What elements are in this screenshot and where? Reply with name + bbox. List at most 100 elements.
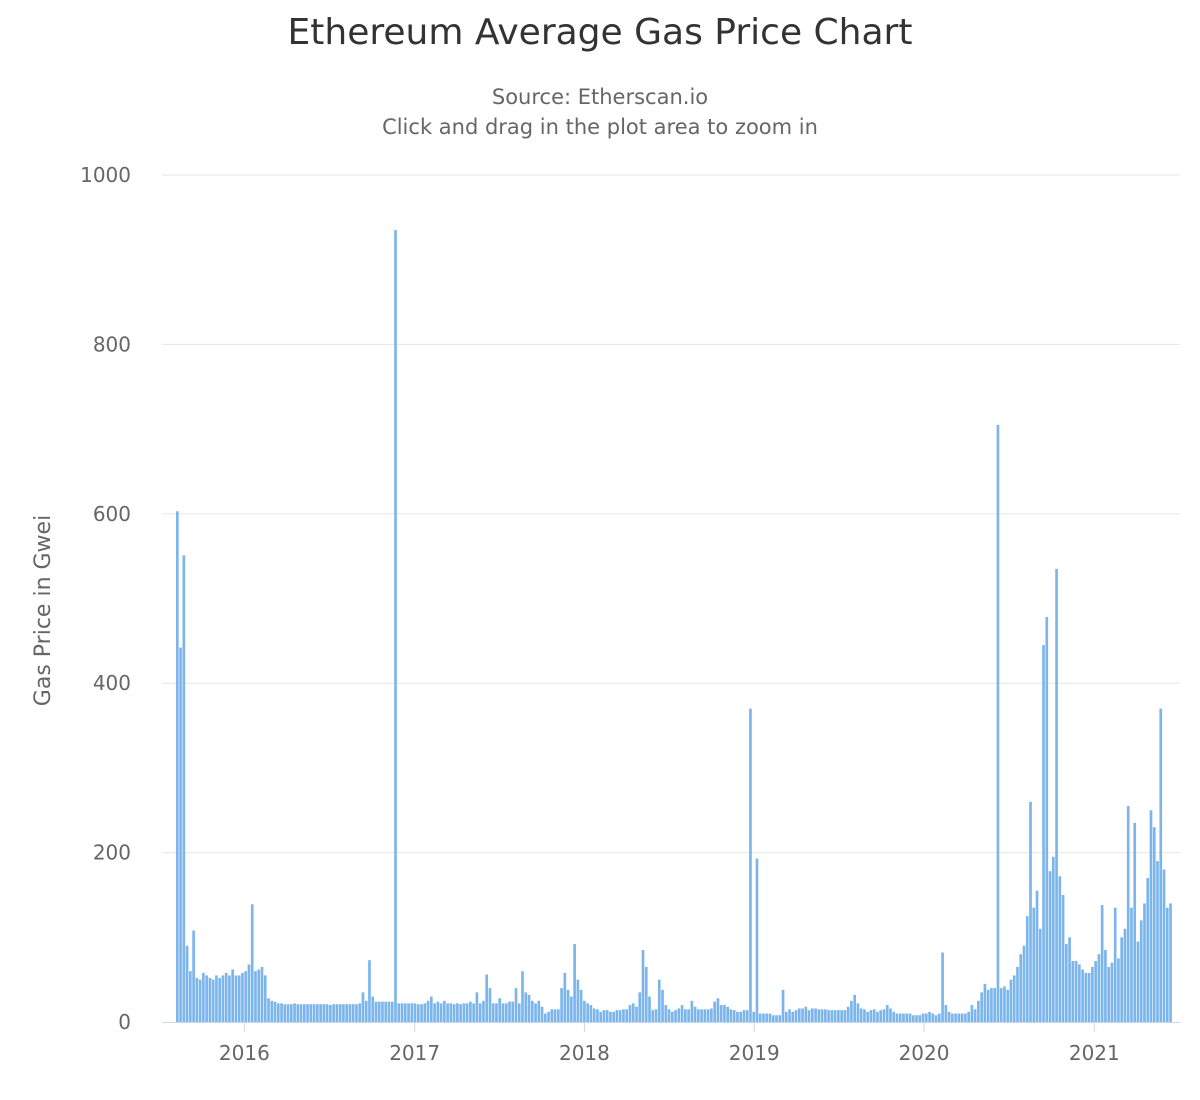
bar[interactable] (244, 971, 248, 1022)
bar[interactable] (898, 1013, 902, 1022)
bar[interactable] (651, 1010, 655, 1022)
bar[interactable] (631, 1003, 635, 1022)
bar[interactable] (211, 979, 215, 1022)
bar[interactable] (807, 1010, 811, 1022)
bar[interactable] (804, 1006, 808, 1022)
bar[interactable] (1120, 937, 1124, 1022)
bar[interactable] (934, 1015, 938, 1022)
bar[interactable] (723, 1005, 726, 1022)
bar[interactable] (325, 1004, 329, 1022)
bar[interactable] (654, 1009, 658, 1022)
bar[interactable] (257, 969, 261, 1022)
bar[interactable] (622, 1009, 625, 1022)
bar[interactable] (719, 1005, 723, 1022)
bar[interactable] (765, 1013, 769, 1022)
bar[interactable] (185, 945, 189, 1022)
bar[interactable] (791, 1011, 795, 1022)
bar[interactable] (309, 1004, 313, 1022)
bar[interactable] (267, 998, 270, 1022)
bar[interactable] (221, 975, 225, 1022)
bar[interactable] (1038, 928, 1042, 1022)
bar[interactable] (1003, 986, 1006, 1022)
bar[interactable] (697, 1009, 700, 1022)
bar[interactable] (1051, 856, 1055, 1022)
bar[interactable] (801, 1008, 804, 1022)
bar[interactable] (784, 1011, 788, 1022)
bar[interactable] (514, 988, 518, 1022)
bar[interactable] (316, 1004, 319, 1022)
bar[interactable] (485, 974, 489, 1022)
bar[interactable] (811, 1008, 814, 1022)
bar[interactable] (400, 1003, 404, 1022)
bar[interactable] (1146, 878, 1150, 1022)
bar[interactable] (612, 1011, 616, 1022)
bar[interactable] (817, 1009, 821, 1022)
bar[interactable] (863, 1009, 866, 1022)
bar[interactable] (205, 975, 208, 1022)
bar[interactable] (237, 975, 241, 1022)
bar[interactable] (911, 1015, 915, 1022)
bar[interactable] (358, 1003, 362, 1022)
bar[interactable] (589, 1005, 593, 1022)
bar[interactable] (439, 1003, 443, 1022)
bar[interactable] (755, 858, 759, 1022)
bar[interactable] (602, 1010, 606, 1022)
bar[interactable] (387, 1001, 391, 1022)
bar[interactable] (677, 1008, 681, 1022)
bar[interactable] (775, 1015, 778, 1022)
bar[interactable] (394, 230, 397, 1022)
bar[interactable] (885, 1005, 889, 1022)
bar[interactable] (504, 1003, 508, 1022)
bar[interactable] (1078, 964, 1081, 1022)
bar[interactable] (410, 1003, 414, 1022)
bar[interactable] (329, 1005, 332, 1022)
bar[interactable] (371, 996, 375, 1022)
bar[interactable] (560, 988, 563, 1022)
bar[interactable] (566, 989, 570, 1022)
bar[interactable] (1074, 961, 1078, 1022)
bar[interactable] (713, 1001, 716, 1022)
bar[interactable] (530, 1000, 534, 1022)
bar[interactable] (579, 989, 583, 1022)
bar[interactable] (625, 1009, 629, 1022)
bar[interactable] (553, 1009, 557, 1022)
bar[interactable] (895, 1013, 899, 1022)
bar[interactable] (478, 1003, 482, 1022)
bar[interactable] (892, 1011, 896, 1022)
bar[interactable] (351, 1004, 355, 1022)
bar[interactable] (202, 972, 205, 1022)
bar[interactable] (452, 1004, 456, 1022)
bar[interactable] (254, 971, 257, 1022)
bar[interactable] (416, 1004, 420, 1022)
bar[interactable] (957, 1013, 961, 1022)
bar[interactable] (495, 1003, 498, 1022)
bar[interactable] (703, 1009, 707, 1022)
bar[interactable] (176, 511, 179, 1022)
bar[interactable] (1061, 894, 1065, 1022)
bar[interactable] (550, 1009, 554, 1022)
bar[interactable] (1143, 903, 1146, 1022)
bar[interactable] (319, 1004, 322, 1022)
bar[interactable] (465, 1003, 469, 1022)
bar[interactable] (312, 1004, 316, 1022)
bar[interactable] (1162, 869, 1166, 1022)
bar[interactable] (576, 979, 580, 1022)
bar[interactable] (498, 998, 502, 1022)
bar[interactable] (762, 1013, 765, 1022)
bar[interactable] (820, 1009, 824, 1022)
bar[interactable] (335, 1004, 339, 1022)
bar[interactable] (996, 424, 1000, 1022)
bar[interactable] (794, 1010, 798, 1022)
bar[interactable] (1022, 945, 1026, 1022)
bar[interactable] (303, 1004, 306, 1022)
bar[interactable] (938, 1013, 941, 1022)
bar[interactable] (1068, 937, 1071, 1022)
bar[interactable] (563, 972, 567, 1022)
bar[interactable] (1107, 966, 1110, 1022)
bar[interactable] (218, 977, 221, 1022)
bar[interactable] (198, 979, 202, 1022)
bar[interactable] (843, 1010, 847, 1022)
bar[interactable] (1117, 958, 1120, 1022)
bar[interactable] (296, 1004, 300, 1022)
bar[interactable] (983, 983, 987, 1022)
